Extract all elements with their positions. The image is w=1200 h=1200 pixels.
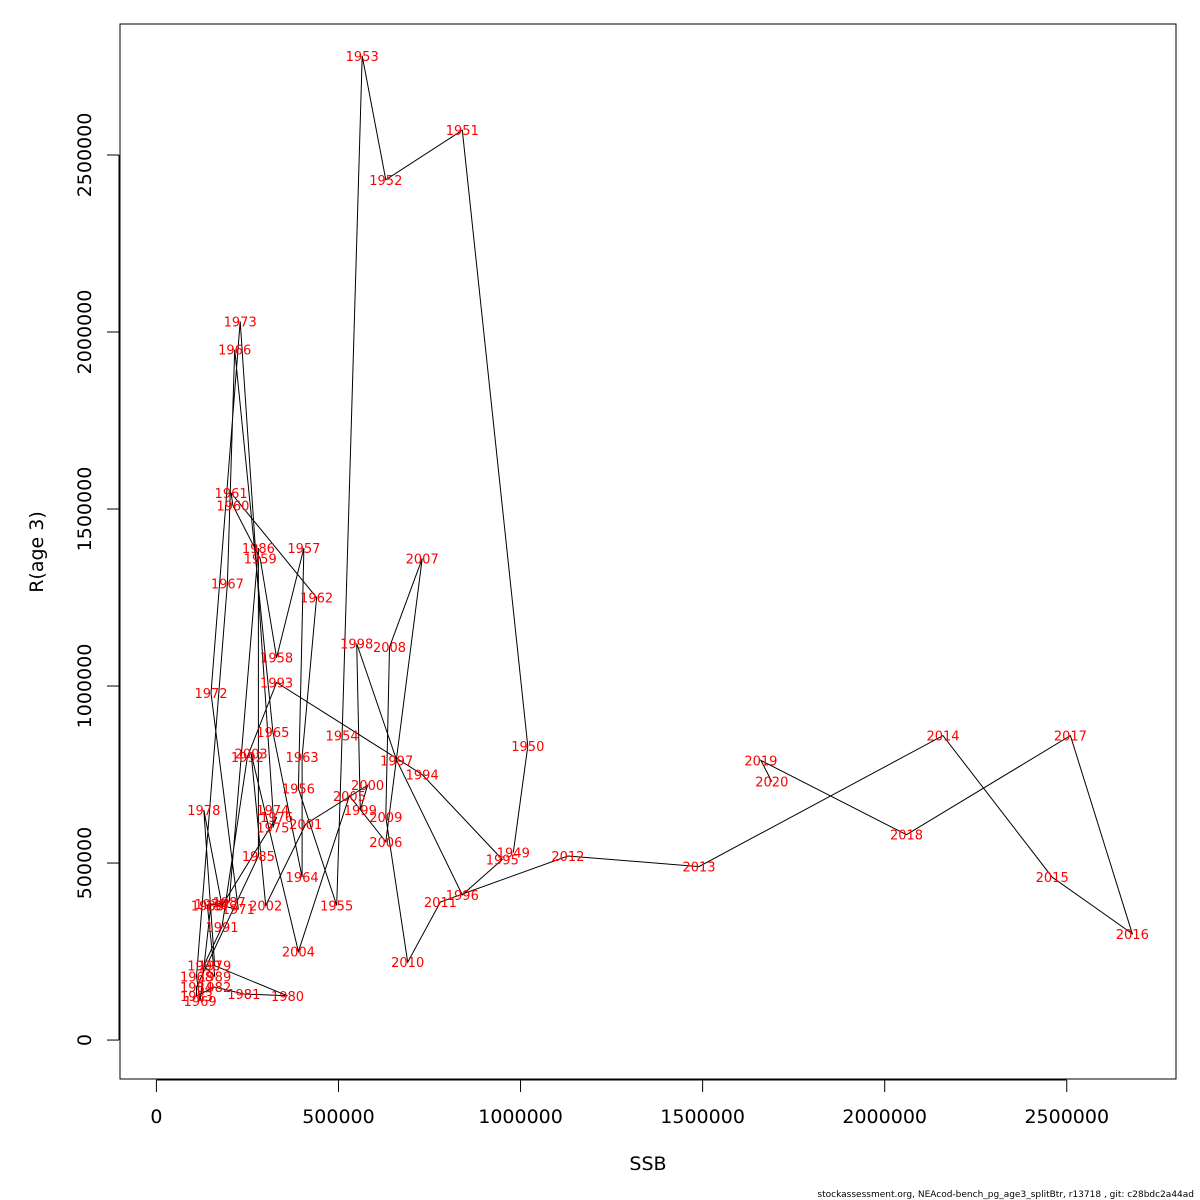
point-label-1973: 1973 [224,315,257,330]
point-label-1987: 1987 [213,896,246,911]
point-label-2011: 2011 [424,896,457,911]
point-label-1955: 1955 [320,900,353,915]
y-axis-title: R(age 3) [26,511,48,593]
point-label-1982: 1982 [198,981,231,996]
point-label-2013: 2013 [682,861,715,876]
x-tick-label: 500000 [302,1106,375,1128]
point-label-1956: 1956 [282,783,315,798]
point-label-1985: 1985 [242,850,275,865]
point-label-1961: 1961 [215,487,248,502]
x-tick-label: 1500000 [660,1106,745,1128]
point-label-1980: 1980 [271,990,304,1005]
point-label-1962: 1962 [300,592,333,607]
point-label-2009: 2009 [369,811,402,826]
point-label-1991: 1991 [205,921,238,936]
series-line [195,55,1134,1002]
x-tick-label: 0 [150,1106,162,1128]
y-tick-label: 500000 [74,827,96,900]
point-label-1998: 1998 [340,638,373,653]
footer-text: stockassessment.org, NEAcod-bench_pg_age… [817,1190,1194,1200]
point-label-2017: 2017 [1054,730,1087,745]
point-label-1984: 1984 [180,981,213,996]
point-label-1960: 1960 [216,500,249,515]
point-label-2012: 2012 [551,850,584,865]
y-tick-label: 2500000 [74,113,96,198]
point-label-1975: 1975 [256,822,289,837]
point-label-1994: 1994 [406,769,439,784]
point-label-1988: 1988 [191,900,224,915]
point-label-1953: 1953 [346,50,379,65]
x-axis-title: SSB [629,1153,666,1175]
point-label-1983: 1983 [180,990,213,1005]
point-label-1990: 1990 [187,960,220,975]
y-tick-label: 1000000 [74,644,96,729]
x-tick-label: 1000000 [478,1106,563,1128]
point-label-1997: 1997 [380,754,413,769]
point-label-1952: 1952 [369,174,402,189]
x-tick-label: 2500000 [1024,1106,1109,1128]
point-label-1989: 1989 [198,970,231,985]
point-label-1971: 1971 [222,903,255,918]
point-label-2005: 2005 [333,790,366,805]
point-label-1976: 1976 [260,811,293,826]
point-label-2008: 2008 [373,641,406,656]
point-label-1967: 1967 [211,577,244,592]
point-label-1966: 1966 [218,344,251,359]
point-label-1949: 1949 [497,846,530,861]
point-label-1986: 1986 [242,542,275,557]
point-label-1993: 1993 [260,677,293,692]
point-label-1981: 1981 [227,988,260,1003]
point-label-2000: 2000 [351,779,384,794]
point-label-1951: 1951 [446,124,479,139]
point-label-1978: 1978 [187,804,220,819]
point-label-1958: 1958 [260,652,293,667]
point-label-2014: 2014 [926,730,959,745]
point-label-2015: 2015 [1036,871,1069,886]
point-label-2003: 2003 [235,747,268,762]
point-label-2001: 2001 [289,818,322,833]
point-label-2019: 2019 [744,754,777,769]
y-tick-label: 0 [74,1034,96,1046]
point-label-2020: 2020 [755,776,788,791]
x-axis: 0 500000 1000000 1500000 2000000 2500000 [150,1079,1109,1128]
point-label-1979: 1979 [198,960,231,975]
point-label-1963: 1963 [286,751,319,766]
point-label-1968: 1968 [180,970,213,985]
x-tick-label: 2000000 [842,1106,927,1128]
point-label-1964: 1964 [286,871,319,886]
y-axis: 0 500000 1000000 1500000 2000000 2500000 [74,113,120,1046]
point-label-2006: 2006 [369,836,402,851]
point-label-1972: 1972 [194,687,227,702]
y-tick-label: 1500000 [74,467,96,552]
point-label-1996: 1996 [446,889,479,904]
point-label-1965: 1965 [256,726,289,741]
point-label-2018: 2018 [890,829,923,844]
point-label-1977: 1977 [205,900,238,915]
point-label-2010: 2010 [391,956,424,971]
point-label-1970: 1970 [194,898,227,913]
point-label-1974: 1974 [256,804,289,819]
point-label-1992: 1992 [231,751,264,766]
point-label-1957: 1957 [287,542,320,557]
y-tick-label: 2000000 [74,290,96,375]
point-label-2002: 2002 [249,900,282,915]
point-labels: 1949 1950 1951 1952 1953 1954 1955 1956 1957 1958… [180,50,1149,1010]
point-label-1969: 1969 [184,995,217,1010]
point-label-2004: 2004 [282,946,315,961]
point-label-1959: 1959 [244,553,277,568]
point-label-1995: 1995 [486,854,519,869]
point-label-1954: 1954 [326,730,359,745]
plot-frame [119,23,1177,1080]
point-label-2016: 2016 [1116,928,1149,943]
point-label-1950: 1950 [511,740,544,755]
point-label-2007: 2007 [406,553,439,568]
point-label-1999: 1999 [344,804,377,819]
